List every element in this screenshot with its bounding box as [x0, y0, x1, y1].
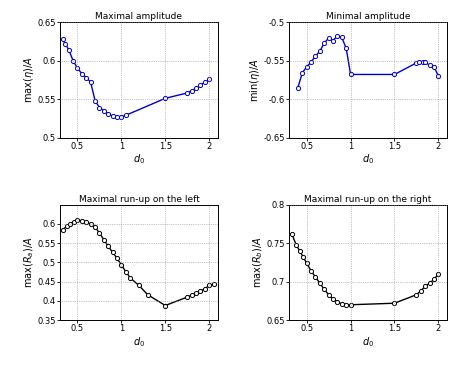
Title: Maximal run-up on the left: Maximal run-up on the left — [78, 195, 200, 204]
Y-axis label: $\mathrm{max}(R_b)/A$: $\mathrm{max}(R_b)/A$ — [251, 237, 265, 288]
Y-axis label: $\mathrm{max}(R_a)/A$: $\mathrm{max}(R_a)/A$ — [22, 237, 36, 288]
Y-axis label: $\mathrm{max}(\eta)/A$: $\mathrm{max}(\eta)/A$ — [22, 57, 36, 103]
X-axis label: $d_0$: $d_0$ — [133, 152, 145, 166]
X-axis label: $d_0$: $d_0$ — [362, 152, 374, 166]
X-axis label: $d_0$: $d_0$ — [133, 335, 145, 348]
Title: Minimal amplitude: Minimal amplitude — [326, 12, 410, 21]
Title: Maximal run-up on the right: Maximal run-up on the right — [304, 195, 432, 204]
X-axis label: $d_0$: $d_0$ — [362, 335, 374, 348]
Y-axis label: $\mathrm{min}(\eta)/A$: $\mathrm{min}(\eta)/A$ — [248, 58, 262, 102]
Title: Maximal amplitude: Maximal amplitude — [95, 12, 183, 21]
